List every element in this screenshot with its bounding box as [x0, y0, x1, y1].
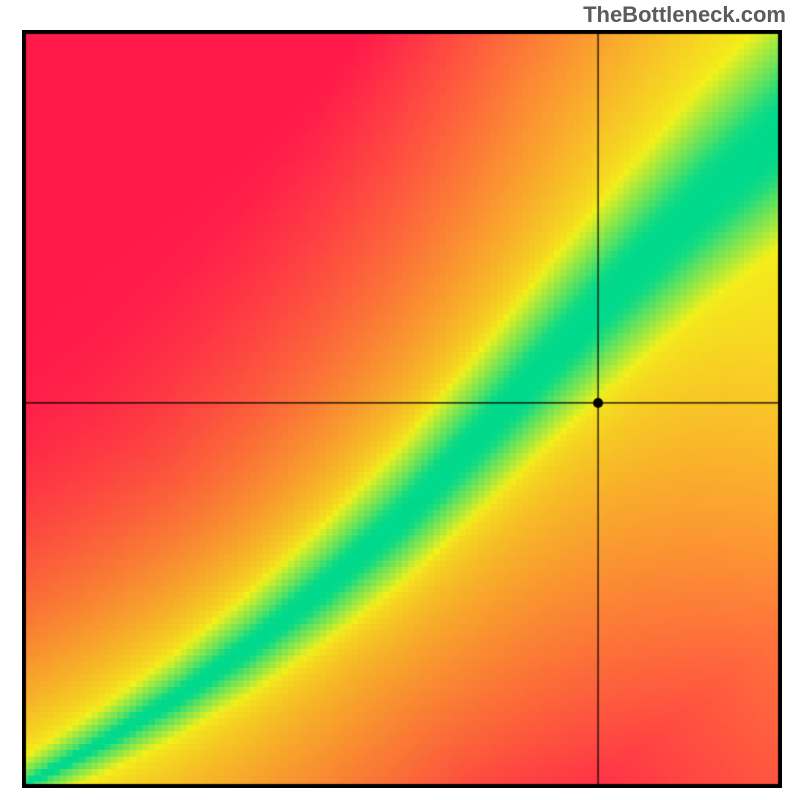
watermark-label: TheBottleneck.com: [583, 2, 786, 28]
bottleneck-heatmap: [22, 30, 782, 788]
chart-container: { "source_label": "TheBottleneck.com", "…: [0, 0, 800, 800]
